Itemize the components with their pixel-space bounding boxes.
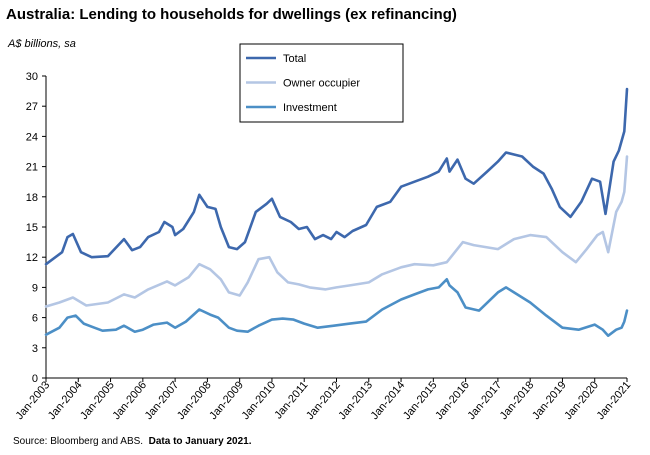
legend-label-investment: Investment — [283, 102, 337, 114]
y-tick-label: 0 — [32, 373, 38, 385]
series-line-owner-occupier — [44, 155, 629, 308]
chart-title: Australia: Lending to households for dwe… — [6, 6, 457, 23]
y-tick-label: 15 — [26, 222, 38, 234]
y-tick-label: 24 — [26, 131, 38, 143]
data-date-note: Data to January 2021. — [148, 436, 252, 447]
y-tick-label: 18 — [26, 192, 38, 204]
legend-label-owner-occupier: Owner occupier — [283, 78, 360, 90]
legend-label-total: Total — [283, 53, 306, 65]
x-tick-label: Jan-2010 — [240, 379, 279, 422]
y-axis-units-label: A$ billions, sa — [8, 38, 76, 50]
x-tick-label: Jan-2021 — [595, 379, 634, 422]
y-tick-label: 3 — [32, 343, 38, 355]
y-tick-label: 30 — [26, 71, 38, 83]
chart-series — [44, 87, 629, 338]
source-text: Source: Bloomberg and ABS. — [13, 436, 144, 447]
series-line-total — [44, 87, 629, 266]
chart-legend: Total Owner occupier Investment — [239, 43, 404, 123]
source-note: Source: Bloomberg and ABS. Data to Janua… — [13, 436, 251, 447]
y-tick-label: 6 — [32, 313, 38, 325]
y-tick-label: 9 — [32, 282, 38, 294]
y-tick-label: 12 — [26, 252, 38, 264]
chart-axes: 036912151821242730Jan-2003Jan-2004Jan-20… — [14, 71, 634, 422]
y-tick-label: 27 — [26, 101, 38, 113]
series-line-investment — [44, 277, 629, 338]
y-tick-label: 21 — [26, 162, 38, 174]
